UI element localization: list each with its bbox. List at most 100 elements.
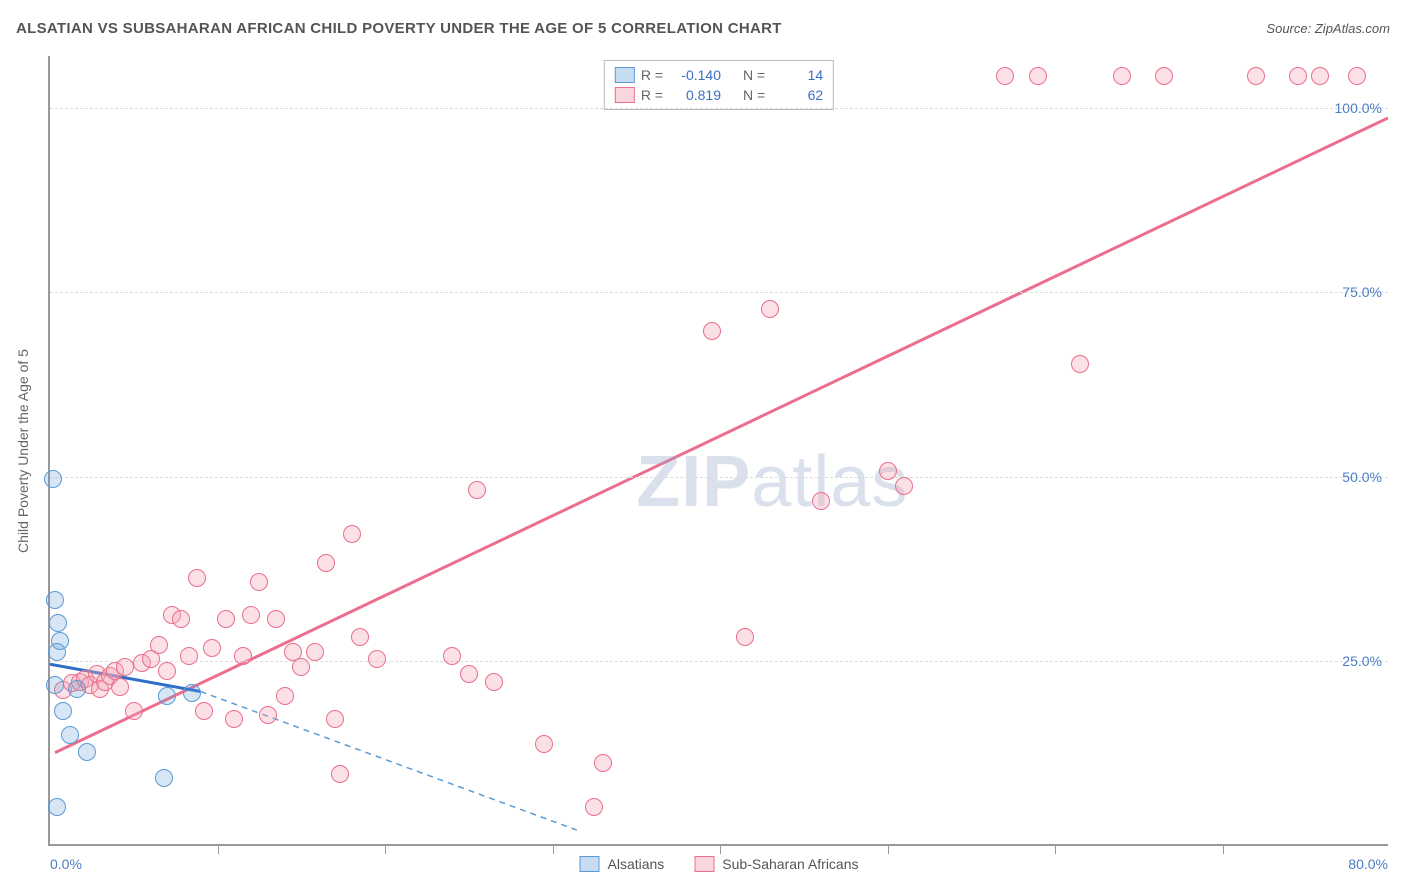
- data-point: [68, 680, 86, 698]
- chart-title: ALSATIAN VS SUBSAHARAN AFRICAN CHILD POV…: [16, 20, 782, 37]
- chart-header: ALSATIAN VS SUBSAHARAN AFRICAN CHILD POV…: [16, 20, 1390, 37]
- source-name: ZipAtlas.com: [1315, 21, 1390, 36]
- r-value: -0.140: [669, 67, 721, 83]
- data-point: [1155, 67, 1173, 85]
- data-point: [234, 647, 252, 665]
- swatch-icon: [579, 856, 599, 872]
- data-point: [343, 525, 361, 543]
- data-point: [331, 765, 349, 783]
- data-point: [443, 647, 461, 665]
- data-point: [1029, 67, 1047, 85]
- x-tick: [888, 844, 889, 854]
- correlation-stats-legend: R = -0.140 N = 14 R = 0.819 N = 62: [604, 60, 834, 110]
- x-tick: [1223, 844, 1224, 854]
- data-point: [49, 614, 67, 632]
- legend-label: Alsatians: [607, 856, 664, 872]
- data-point: [351, 628, 369, 646]
- data-point: [188, 569, 206, 587]
- data-point: [368, 650, 386, 668]
- data-point: [172, 610, 190, 628]
- data-point: [736, 628, 754, 646]
- data-point: [1247, 67, 1265, 85]
- legend-item-alsatians: Alsatians: [579, 856, 664, 872]
- n-value: 14: [771, 67, 823, 83]
- data-point: [259, 706, 277, 724]
- y-axis-label: Child Poverty Under the Age of 5: [15, 349, 31, 553]
- watermark-rest: atlas: [751, 442, 908, 522]
- swatch-icon: [615, 67, 635, 83]
- x-tick-label: 80.0%: [1348, 856, 1388, 872]
- data-point: [1289, 67, 1307, 85]
- y-tick-label: 25.0%: [1342, 653, 1382, 669]
- data-point: [158, 662, 176, 680]
- trendlines-layer: [50, 56, 1388, 845]
- gridline: [50, 108, 1388, 109]
- data-point: [203, 639, 221, 657]
- data-point: [535, 735, 553, 753]
- data-point: [158, 687, 176, 705]
- n-label: N =: [743, 67, 765, 83]
- x-tick: [1055, 844, 1056, 854]
- data-point: [485, 673, 503, 691]
- stats-row-subsaharan: R = 0.819 N = 62: [615, 85, 823, 105]
- gridline: [50, 661, 1388, 662]
- x-tick: [553, 844, 554, 854]
- watermark-bold: ZIP: [636, 442, 751, 522]
- data-point: [54, 702, 72, 720]
- data-point: [1348, 67, 1366, 85]
- data-point: [125, 702, 143, 720]
- data-point: [276, 687, 294, 705]
- source-attribution: Source: ZipAtlas.com: [1266, 21, 1390, 36]
- data-point: [78, 743, 96, 761]
- data-point: [460, 665, 478, 683]
- data-point: [306, 643, 324, 661]
- scatter-chart: R = -0.140 N = 14 R = 0.819 N = 62 ZIPat…: [48, 56, 1388, 846]
- data-point: [1311, 67, 1329, 85]
- y-tick-label: 100.0%: [1335, 100, 1382, 116]
- stats-row-alsatians: R = -0.140 N = 14: [615, 65, 823, 85]
- data-point: [150, 636, 168, 654]
- data-point: [217, 610, 235, 628]
- data-point: [1113, 67, 1131, 85]
- x-tick-label: 0.0%: [50, 856, 82, 872]
- n-value: 62: [771, 87, 823, 103]
- watermark: ZIPatlas: [636, 441, 908, 523]
- gridline: [50, 477, 1388, 478]
- series-legend: Alsatians Sub-Saharan Africans: [579, 856, 858, 872]
- data-point: [895, 477, 913, 495]
- n-label: N =: [743, 87, 765, 103]
- r-value: 0.819: [669, 87, 721, 103]
- y-tick-label: 50.0%: [1342, 469, 1382, 485]
- data-point: [242, 606, 260, 624]
- source-label: Source:: [1266, 21, 1311, 36]
- data-point: [44, 470, 62, 488]
- data-point: [594, 754, 612, 772]
- x-tick: [218, 844, 219, 854]
- data-point: [183, 684, 201, 702]
- data-point: [267, 610, 285, 628]
- data-point: [292, 658, 310, 676]
- data-point: [46, 676, 64, 694]
- trendline: [201, 691, 577, 830]
- x-tick: [720, 844, 721, 854]
- swatch-icon: [694, 856, 714, 872]
- y-axis-label-wrap: Child Poverty Under the Age of 5: [8, 56, 38, 846]
- x-tick: [385, 844, 386, 854]
- legend-label: Sub-Saharan Africans: [722, 856, 858, 872]
- data-point: [180, 647, 198, 665]
- r-label: R =: [641, 87, 663, 103]
- data-point: [61, 726, 79, 744]
- data-point: [326, 710, 344, 728]
- legend-item-subsaharan: Sub-Saharan Africans: [694, 856, 858, 872]
- gridline: [50, 292, 1388, 293]
- y-tick-label: 75.0%: [1342, 284, 1382, 300]
- data-point: [585, 798, 603, 816]
- trendline: [55, 118, 1388, 753]
- data-point: [155, 769, 173, 787]
- data-point: [250, 573, 268, 591]
- data-point: [317, 554, 335, 572]
- data-point: [46, 591, 64, 609]
- r-label: R =: [641, 67, 663, 83]
- data-point: [761, 300, 779, 318]
- data-point: [48, 643, 66, 661]
